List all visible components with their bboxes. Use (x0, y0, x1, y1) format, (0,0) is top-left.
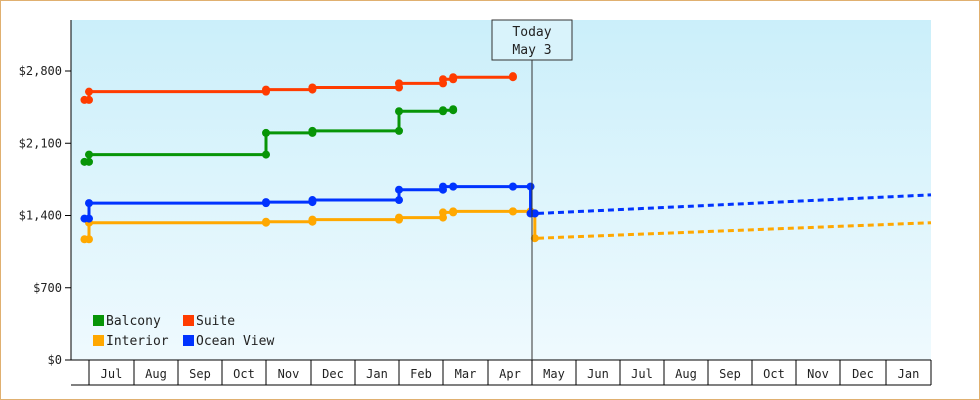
data-point (85, 214, 93, 223)
data-point (449, 182, 458, 191)
legend-swatch (183, 315, 194, 326)
x-tick-label: Aug (675, 367, 697, 381)
data-point (395, 196, 403, 205)
legend-label: Interior (106, 334, 169, 349)
data-point (308, 128, 317, 137)
x-tick-label: Nov (278, 367, 300, 381)
today-date: May 3 (512, 43, 551, 58)
data-point (85, 95, 93, 104)
x-tick-label: Jan (898, 367, 920, 381)
data-point (85, 199, 93, 208)
data-point (508, 182, 517, 191)
x-tick-label: Aug (145, 367, 167, 381)
forecast-line (537, 193, 932, 215)
legend-label: Suite (196, 314, 235, 329)
data-point (308, 217, 317, 226)
x-tick-label: Sep (189, 367, 211, 381)
today-label: Today (512, 25, 551, 40)
data-point (262, 128, 270, 137)
x-tick-label: Oct (233, 367, 255, 381)
data-point (449, 208, 458, 217)
y-tick-label: $1,400 (19, 209, 62, 223)
x-tick-label: Sep (719, 367, 741, 381)
data-point (262, 150, 270, 159)
legend-swatch (93, 315, 104, 326)
data-point (508, 207, 517, 216)
data-point (395, 107, 403, 116)
x-tick-label: Apr (499, 367, 521, 381)
series-line (84, 185, 535, 221)
x-tick-label: Jan (366, 367, 388, 381)
x-tick-label: Jul (631, 367, 653, 381)
data-point (530, 209, 539, 218)
data-point (395, 83, 403, 92)
data-point (530, 234, 539, 243)
today-box (491, 19, 573, 61)
data-point (262, 199, 270, 208)
data-point (439, 213, 447, 222)
data-point (449, 75, 458, 84)
x-tick-label: Jul (101, 367, 123, 381)
data-point (85, 150, 93, 159)
x-tick-label: Jun (587, 367, 609, 381)
data-point (85, 87, 93, 96)
y-tick-label: $0 (48, 353, 62, 367)
forecast-line (537, 221, 932, 240)
data-point (262, 218, 270, 227)
data-point (439, 107, 447, 116)
data-point (439, 185, 447, 194)
y-tick-label: $2,100 (19, 136, 62, 150)
y-tick-label: $700 (33, 281, 62, 295)
data-point (85, 157, 93, 166)
legend-swatch (183, 335, 194, 346)
y-tick-label: $2,800 (19, 64, 62, 78)
legend-label: Ocean View (196, 334, 274, 349)
x-tick-label: Dec (322, 367, 344, 381)
legend-label: Balcony (106, 314, 161, 329)
plot-area (71, 20, 931, 360)
data-point (439, 79, 447, 88)
data-point (395, 126, 403, 135)
data-point (395, 215, 403, 224)
data-point (85, 235, 93, 244)
x-tick-label: Mar (455, 367, 477, 381)
data-point (308, 85, 317, 94)
x-tick-label: Dec (852, 367, 874, 381)
data-point (262, 87, 270, 96)
data-point (526, 182, 535, 191)
data-point (308, 198, 317, 207)
legend-swatch (93, 335, 104, 346)
data-point (449, 106, 458, 115)
x-tick-label: Nov (807, 367, 829, 381)
data-point (508, 73, 517, 82)
x-tick-label: May (543, 367, 565, 381)
x-tick-label: Oct (763, 367, 785, 381)
x-tick-label: Feb (410, 367, 432, 381)
data-point (395, 185, 403, 194)
